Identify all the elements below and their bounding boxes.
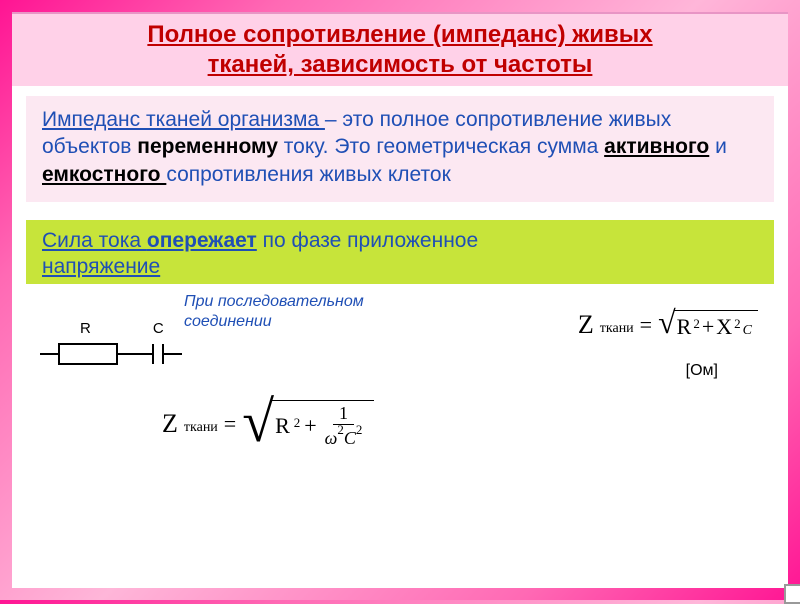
corner-handle-icon: [784, 584, 800, 604]
definition-box: Импеданс тканей организма – это полное с…: [26, 96, 774, 202]
def-b3: емкостного: [42, 163, 166, 186]
f1-z: Z: [578, 310, 594, 340]
sqrt-icon: √ R2 + 1 ω2C2: [242, 400, 374, 448]
def-t2: току. Это геометрическая сумма: [278, 135, 604, 158]
f2-c2: 2: [356, 422, 363, 437]
phase-c: по фазе приложенное: [257, 229, 478, 252]
resistor-icon: [58, 343, 118, 365]
def-b1: переменному: [137, 135, 278, 158]
formula-z1: Zткани = √ R2 + X2C: [578, 310, 758, 340]
bottom-area: При последовательном соединении R C Zтка…: [12, 290, 788, 500]
def-t4: сопротивления живых клеток: [166, 163, 450, 186]
slide: Полное сопротивление (импеданс) живых тк…: [12, 12, 788, 588]
f1-csub: C: [743, 323, 752, 339]
phase-d: напряжение: [42, 255, 160, 278]
def-b2: активного: [604, 135, 709, 158]
unit-ohm: [Ом]: [686, 362, 718, 380]
title-line-2: тканей, зависимость от частоты: [208, 51, 593, 78]
phase-a: Сила тока: [42, 229, 147, 252]
phase-box: Сила тока опережает по фазе приложенное …: [26, 220, 774, 285]
f1-x2: 2: [734, 316, 741, 332]
f2-w2: 2: [337, 422, 344, 437]
f1-sub: ткани: [600, 321, 634, 337]
label-c: C: [153, 320, 164, 337]
title-line-1: Полное сопротивление (импеданс) живых: [147, 21, 652, 48]
f2-sub: ткани: [184, 420, 218, 436]
f1-r2: 2: [693, 316, 700, 332]
title: Полное сопротивление (импеданс) живых тк…: [12, 12, 788, 86]
capacitor-icon: [152, 344, 164, 364]
f1-r: R: [677, 314, 692, 340]
f1-x: X: [716, 314, 732, 340]
label-r: R: [80, 320, 91, 337]
f2-c: C: [344, 428, 356, 448]
rc-circuit: R C: [40, 320, 220, 367]
f2-r2: 2: [294, 415, 301, 431]
phase-b: опережает: [147, 229, 257, 252]
def-t3: и: [709, 135, 727, 158]
formula-z2: Zткани = √ R2 + 1 ω2C2: [162, 400, 374, 448]
fraction: 1 ω2C2: [321, 403, 367, 449]
f2-plus: +: [304, 413, 316, 439]
f2-z: Z: [162, 409, 178, 439]
sqrt-icon: √ R2 + X2C: [658, 310, 758, 340]
f2-r: R: [275, 413, 290, 439]
def-term: Импеданс тканей организма: [42, 108, 325, 131]
f1-plus: +: [702, 314, 714, 340]
f2-w: ω: [325, 428, 338, 448]
f1-eq: =: [640, 312, 652, 338]
f2-eq: =: [224, 411, 236, 437]
